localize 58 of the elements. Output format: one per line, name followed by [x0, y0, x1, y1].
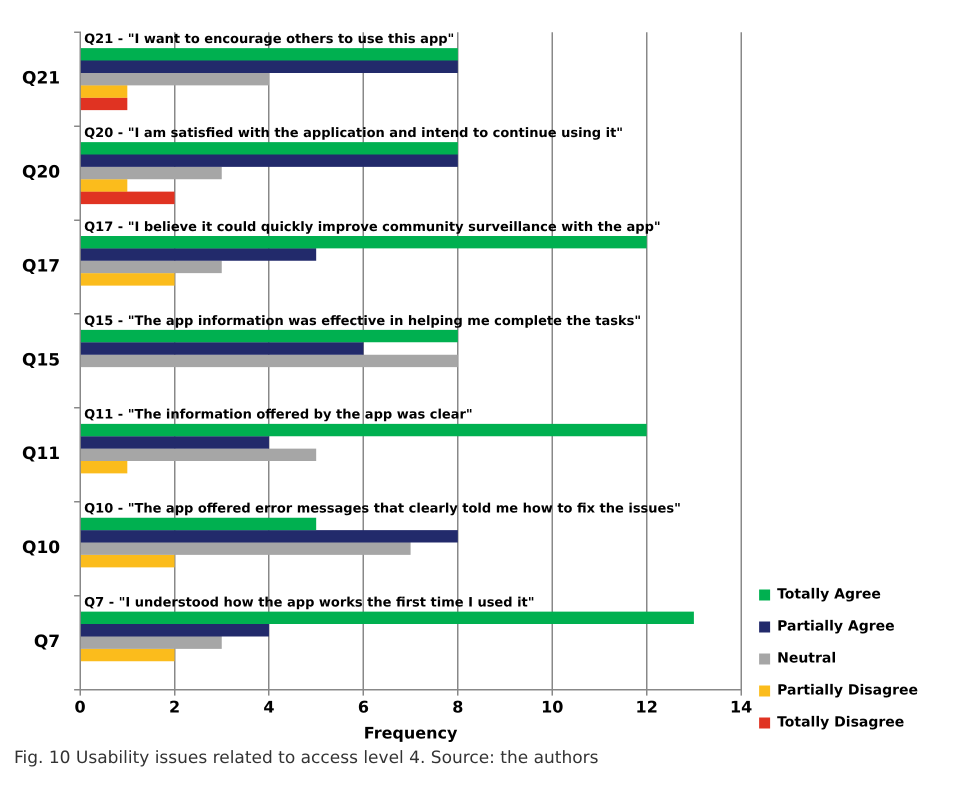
- bar: [80, 192, 175, 204]
- bar: [80, 554, 175, 568]
- bar: [80, 448, 316, 462]
- annotation: Q11 - "The information offered by the app was clear": [84, 408, 473, 423]
- bar: [80, 461, 128, 474]
- caption: Fig. 10 Usability issues related to access level 4. Source: the authors: [14, 748, 600, 768]
- x-tick-label: 10: [541, 697, 564, 716]
- bar: [80, 236, 647, 248]
- y-tick-label: Q21: [22, 68, 60, 89]
- bar: [80, 85, 128, 98]
- bar: [80, 248, 316, 261]
- x-tick-label: 8: [452, 697, 464, 716]
- bar: [80, 48, 458, 61]
- x-tick-label: 0: [74, 697, 86, 716]
- x-tick-label: 14: [730, 697, 752, 716]
- y-tick-label: Q15: [22, 350, 60, 370]
- y-tick-label: Q11: [22, 444, 60, 464]
- bar: [80, 342, 364, 355]
- bar: [80, 72, 269, 86]
- x-axis-title: Frequency: [364, 724, 458, 743]
- legend-label: Totally Agree: [777, 586, 881, 603]
- bar: [80, 436, 269, 449]
- bar: [80, 330, 458, 342]
- bar: [80, 154, 458, 167]
- y-tick-label: Q20: [22, 162, 60, 182]
- annotation: Q10 - "The app offered error messages that clearly told me how to fix the issues": [84, 502, 681, 517]
- bar: [80, 98, 128, 110]
- bar: [80, 530, 458, 543]
- legend-label: Partially Agree: [777, 618, 895, 635]
- bar: [80, 142, 458, 154]
- bar: [80, 273, 175, 286]
- bar: [80, 260, 222, 274]
- legend-label: Totally Disagree: [777, 714, 904, 731]
- bar: [80, 542, 411, 555]
- y-tick-label: Q7: [34, 632, 60, 652]
- annotation: Q15 - "The app information was effective in helping me complete the tasks": [84, 314, 642, 329]
- bar: [80, 60, 458, 73]
- bar: [80, 612, 694, 624]
- x-tick-label: 4: [263, 697, 275, 716]
- annotation: Q20 - "I am satisfied with the application and intend to continue using it": [84, 126, 624, 141]
- x-tick-label: 2: [168, 697, 180, 716]
- bar: [80, 648, 175, 662]
- bar: [80, 179, 128, 192]
- bar: [80, 166, 222, 180]
- bar: [80, 424, 647, 436]
- annotation: Q21 - "I want to encourage others to use this app": [84, 32, 454, 48]
- x-tick-label: 12: [636, 697, 658, 716]
- annotation: Q17 - "I believe it could quickly improve community surveillance with the app": [84, 220, 661, 235]
- bar: [80, 624, 269, 636]
- bar: [80, 518, 316, 530]
- legend-label: Neutral: [777, 650, 836, 667]
- y-tick-label: Q10: [22, 538, 60, 558]
- y-tick-label: Q17: [22, 256, 60, 276]
- x-tick-label: 6: [358, 697, 369, 716]
- legend-label: Partially Disagree: [777, 682, 918, 699]
- bar: [80, 636, 222, 649]
- bar: [80, 354, 458, 368]
- annotation: Q7 - "I understood how the app works the first time I used it": [84, 596, 535, 611]
